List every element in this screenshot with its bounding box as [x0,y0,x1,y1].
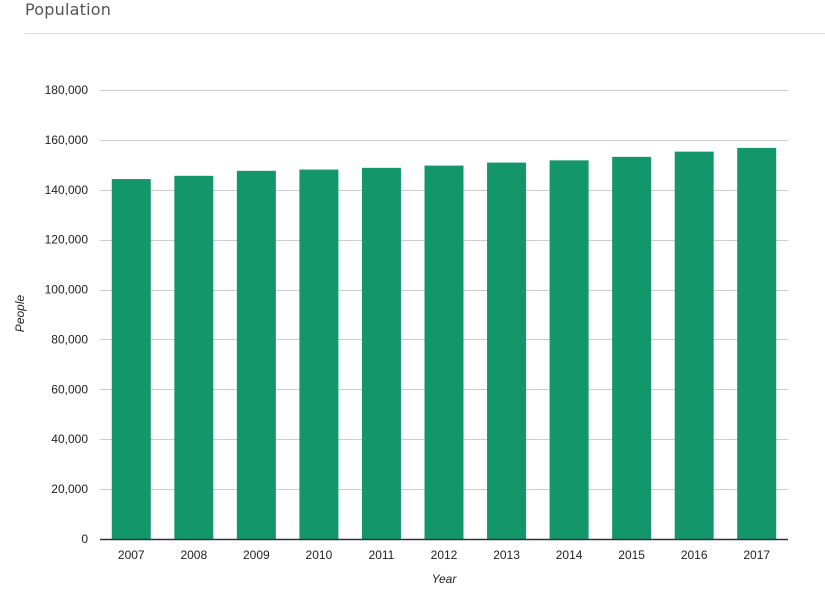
bar-2008 [174,175,214,539]
x-tick-label: 2014 [556,548,583,562]
x-tick-label: 2015 [618,548,645,562]
x-tick-label: 2016 [681,548,708,562]
bars [111,147,777,540]
y-tick-label: 80,000 [51,332,88,346]
x-tick-label: 2010 [306,548,333,562]
y-tick-label: 0 [81,532,88,546]
bar-2014 [549,160,589,540]
panel-title: Population [25,0,112,19]
x-tick-label: 2012 [431,548,458,562]
x-axis-title: Year [432,572,458,586]
y-tick-label: 120,000 [45,233,89,247]
x-tick-label: 2017 [743,548,770,562]
y-axis-title: People [13,294,27,332]
bar-2015 [612,156,652,539]
y-tick-label: 40,000 [51,432,88,446]
bar-2010 [299,169,339,539]
panel-header: Population [0,0,825,34]
x-tick-label: 2008 [180,548,207,562]
bar-2013 [487,162,527,540]
y-tick-label: 180,000 [45,83,89,97]
y-tick-label: 20,000 [51,482,88,496]
bar-2017 [737,147,777,540]
header-divider [25,33,825,34]
bar-2016 [674,151,714,539]
x-tick-label: 2013 [493,548,520,562]
y-tick-label: 160,000 [45,133,89,147]
bar-2011 [361,167,401,539]
x-tick-label: 2009 [243,548,270,562]
bar-2012 [424,165,464,539]
y-tick-label: 60,000 [51,382,88,396]
y-tick-label: 100,000 [45,283,89,297]
x-tick-label: 2011 [369,548,395,562]
x-tick-label: 2007 [118,548,145,562]
y-tick-label: 140,000 [45,183,89,197]
tick-labels: 0 20,000 40,000 60,000 80,000 100,000 120,000 1… [45,83,771,562]
bar-2009 [236,170,276,539]
bar-2007 [111,179,151,539]
